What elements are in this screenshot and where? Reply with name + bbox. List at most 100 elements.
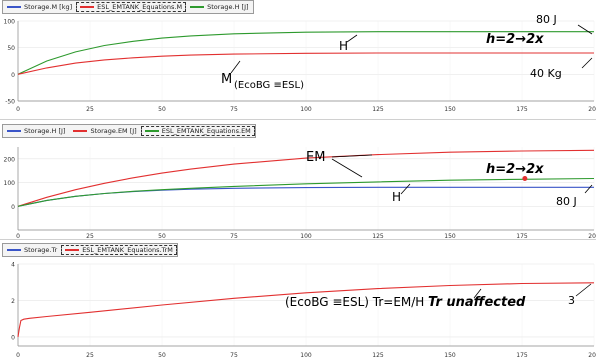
annotation-arrow (577, 24, 593, 35)
annotation-arrow (575, 283, 592, 297)
annotation-h-equation: h=2→2x (486, 32, 544, 47)
annotation-tr-unaffected: Tr unaffected (428, 295, 526, 310)
data-marker (522, 176, 528, 182)
annotation-em: EM (306, 150, 325, 165)
legend-label: Storage.H [J] (24, 127, 66, 135)
x-tick-label: 25 (86, 352, 94, 358)
legend-item[interactable]: Storage.EM [J] (69, 126, 140, 136)
series-line (17, 52, 594, 75)
chart-layer: 0 2 4 0 25 50 75 100 125 150 175 200 (11, 262, 596, 358)
x-tick-label: 100 (300, 352, 312, 358)
x-tick-label: 150 (444, 233, 456, 240)
y-tick-label: 100 (4, 180, 16, 187)
chart-legend[interactable]: Storage.M [kg] ESL_EMTANK_Equations.M St… (2, 0, 254, 14)
x-tick-label: 50 (158, 352, 166, 358)
plot-area[interactable]: 01002000255075100125150175200 EM h=2→2x … (0, 137, 596, 240)
legend-item[interactable]: Storage.M [kg] (3, 2, 76, 12)
legend-swatch (65, 249, 80, 251)
annotation-ecobg: (EcoBG ≡ESL) (234, 80, 304, 91)
x-tick-label: 175 (516, 106, 528, 113)
plot-area[interactable]: 0 2 4 0 25 50 75 100 125 150 175 200 (EcoBG ≡ESL) T… (0, 256, 596, 358)
legend-item[interactable]: Storage.Tr (3, 245, 61, 255)
y-tick-label: 100 (4, 19, 16, 26)
annotation-h: H (339, 39, 348, 53)
legend-label: ESL_EMTANK_Equations.EM (161, 127, 251, 135)
x-tick-label: 175 (516, 233, 528, 240)
chart-layer: 0 100 200 0 25 50 75 100 125 150 175 200 (4, 147, 596, 240)
panel-separator (0, 239, 596, 240)
annotation-80j: 80 J (536, 13, 557, 26)
series-line (17, 282, 595, 337)
y-tick-label: 200 (4, 156, 16, 163)
x-tick-label: 25 (86, 106, 94, 113)
x-tick-label: 75 (230, 352, 238, 358)
legend-swatch (7, 6, 21, 8)
x-tick-label: 25 (86, 233, 94, 240)
plot-area[interactable]: -500501000255075100125150175200 80 J h=2… (0, 13, 596, 113)
y-tick-label: -50 (5, 99, 15, 106)
annotation-40kg: 40 Kg (530, 67, 562, 80)
legend-item[interactable]: ESL_EMTANK_Equations.TrM (61, 245, 177, 255)
legend-label: ESL_EMTANK_Equations.TrM (82, 246, 173, 254)
annotation-tr-equation: (EcoBG ≡ESL) Tr=EM/H (285, 295, 424, 309)
legend-label: Storage.H [J] (207, 3, 249, 11)
legend-label: Storage.M [kg] (24, 3, 73, 11)
legend-item[interactable]: ESL_EMTANK_Equations.M (76, 2, 187, 12)
x-tick-label: 75 (230, 233, 238, 240)
annotation-arrow (346, 34, 358, 43)
chart-panel-2: Storage.H [J] Storage.EM [J] ESL_EMTANK_… (0, 124, 596, 240)
legend-item[interactable]: Storage.H [J] (3, 126, 69, 136)
annotation-arrow (584, 184, 593, 194)
annotation-arrow (331, 154, 373, 158)
legend-item[interactable]: Storage.H [J] (186, 2, 252, 12)
x-tick-label: 200 (588, 233, 596, 240)
legend-label: Storage.EM [J] (90, 127, 137, 135)
x-tick-label: 0 (16, 233, 20, 240)
x-tick-label: 50 (158, 233, 166, 240)
legend-swatch (80, 6, 95, 8)
x-tick-label: 150 (444, 106, 456, 113)
annotation-arrow (331, 158, 363, 178)
x-tick-label: 175 (516, 352, 528, 358)
y-tick-label: 2 (11, 298, 15, 305)
x-tick-label: 0 (16, 352, 20, 358)
chart-legend[interactable]: Storage.H [J] Storage.EM [J] ESL_EMTANK_… (2, 124, 256, 138)
annotation-arrow (400, 183, 411, 195)
x-tick-label: 75 (230, 106, 238, 113)
x-tick-label: 150 (444, 352, 456, 358)
legend-swatch (190, 6, 205, 8)
series-line (17, 177, 595, 207)
legend-swatch (7, 130, 21, 132)
y-tick-label: 0 (11, 72, 15, 79)
series-line (17, 149, 595, 207)
x-tick-label: 200 (588, 352, 596, 358)
annotation-arrow (581, 57, 593, 69)
x-tick-label: 125 (372, 106, 384, 113)
chart-layer: -500501000255075100125150175200 (4, 19, 596, 114)
y-tick-label: 50 (7, 45, 15, 52)
legend-label: Storage.Tr (24, 246, 58, 254)
annotation-m: M (221, 72, 232, 87)
annotation-arrow (473, 288, 482, 299)
x-tick-label: 125 (372, 352, 384, 358)
legend-item[interactable]: ESL_EMTANK_Equations.EM (140, 126, 255, 136)
annotation-arrow (230, 60, 241, 74)
series-line (17, 31, 594, 75)
y-tick-label: 0 (11, 204, 15, 211)
chart-panel-1: Storage.M [kg] ESL_EMTANK_Equations.M St… (0, 0, 596, 114)
annotation-3: 3 (568, 294, 575, 307)
annotation-80j: 80 J (556, 195, 577, 208)
chart-legend[interactable]: Storage.Tr ESL_EMTANK_Equations.TrM (2, 243, 178, 257)
x-tick-label: 100 (300, 106, 312, 113)
annotation-h: H (392, 190, 401, 204)
annotation-h-equation: h=2→2x (486, 162, 544, 177)
y-tick-label: 0 (11, 334, 15, 341)
x-tick-label: 125 (372, 233, 384, 240)
y-tick-label: 4 (11, 262, 15, 269)
legend-label: ESL_EMTANK_Equations.M (97, 3, 183, 11)
x-tick-label: 200 (588, 106, 596, 113)
legend-swatch (144, 130, 159, 132)
legend-swatch (73, 130, 88, 132)
legend-swatch (7, 249, 21, 251)
